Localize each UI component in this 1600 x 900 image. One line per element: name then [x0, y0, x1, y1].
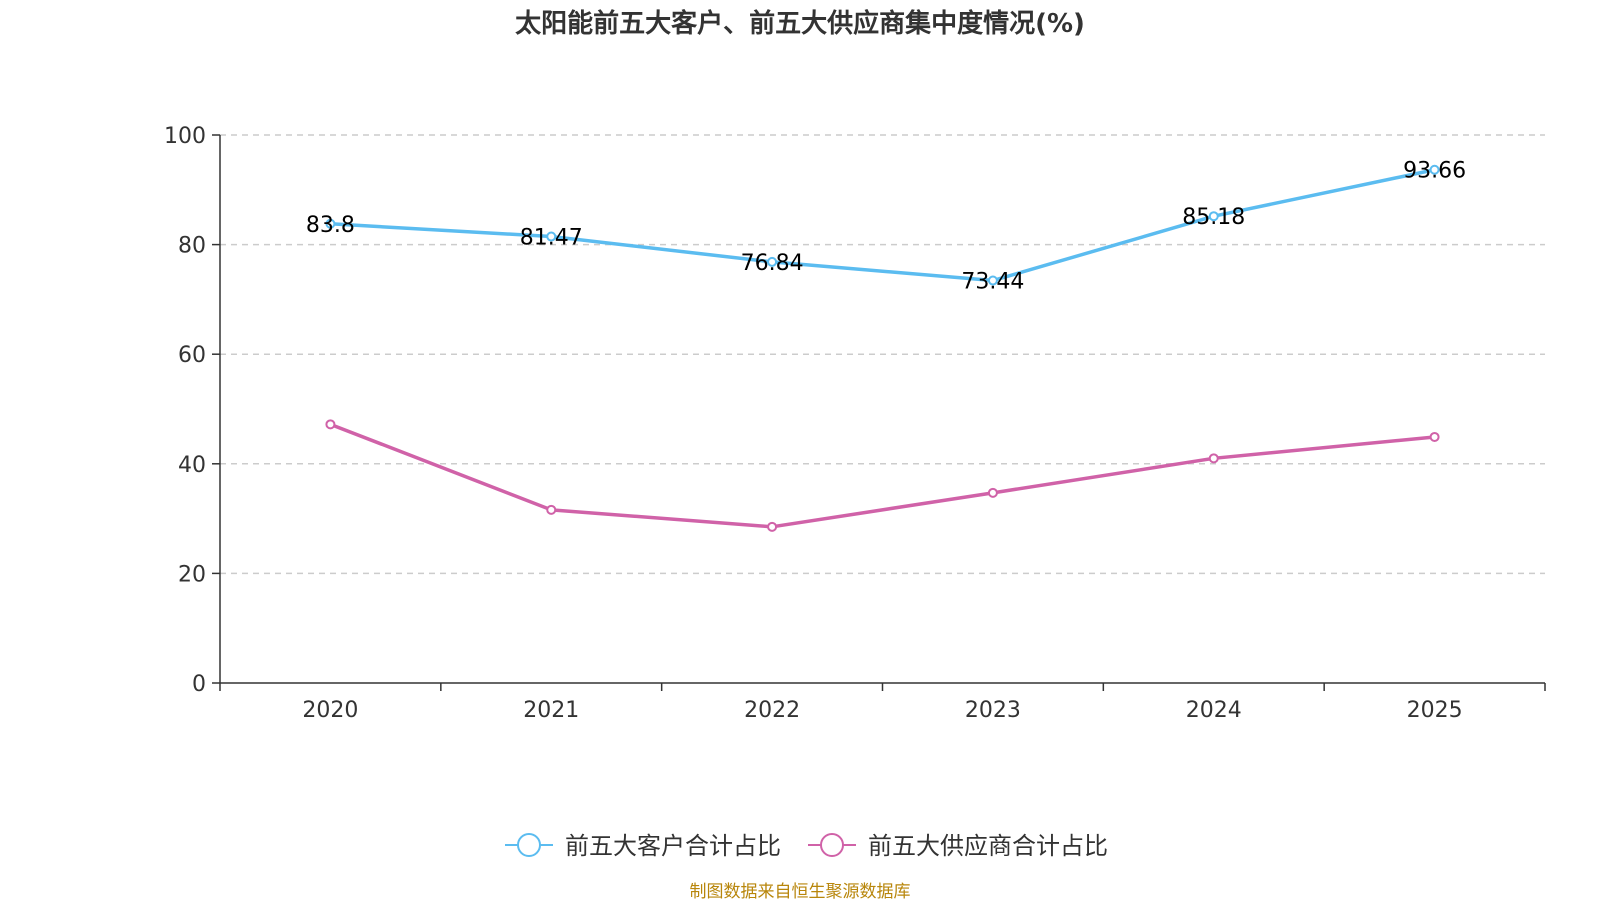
data-point[interactable]: [987, 487, 998, 498]
data-point[interactable]: [1429, 164, 1440, 175]
y-tick-label: 20: [178, 562, 206, 587]
data-label: 81.47: [520, 226, 583, 251]
data-point[interactable]: [987, 275, 998, 286]
legend[interactable]: 前五大客户合计占比 前五大供应商合计占比: [505, 832, 1108, 860]
data-point[interactable]: [546, 504, 557, 515]
data-point[interactable]: [1429, 431, 1440, 442]
data-point[interactable]: [325, 419, 336, 430]
data-point[interactable]: [1208, 211, 1219, 222]
x-tick-label: 2021: [523, 698, 579, 723]
y-tick-label: 60: [178, 343, 206, 368]
source-note: 制图数据来自恒生聚源数据库: [690, 882, 911, 900]
data-label: 76.84: [741, 251, 804, 276]
data-label: 73.44: [961, 270, 1024, 295]
y-tick-label: 0: [192, 672, 206, 697]
data-point[interactable]: [546, 231, 557, 242]
chart-title: 太阳能前五大客户、前五大供应商集中度情况(%): [515, 8, 1085, 39]
grid-lines: [220, 134, 1545, 575]
data-label: 93.66: [1403, 159, 1466, 184]
y-tick-label: 40: [178, 453, 206, 478]
x-tick-label: 2022: [744, 698, 800, 723]
y-tick-label: 100: [164, 124, 206, 149]
data-point[interactable]: [325, 218, 336, 229]
data-point[interactable]: [767, 521, 778, 532]
x-tick-label: 2023: [965, 698, 1021, 723]
data-labels: 83.8 81.47 76.84 73.44 85.18 93.66: [306, 159, 1466, 295]
legend-marker[interactable]: [517, 833, 541, 857]
legend-label[interactable]: 前五大客户合计占比: [565, 832, 781, 860]
series: [325, 164, 1440, 532]
x-tick-label: 2020: [302, 698, 358, 723]
series-line-0: [330, 168, 1435, 283]
data-point[interactable]: [1208, 453, 1219, 464]
legend-marker[interactable]: [820, 833, 844, 857]
x-tick-label: 2024: [1186, 698, 1242, 723]
axes: 0 20 40 60 80 100 2020 2021 2022 2023 2024 2025: [164, 124, 1546, 723]
x-tick-label: 2025: [1407, 698, 1463, 723]
data-point[interactable]: [767, 256, 778, 267]
series-line-1: [329, 422, 1435, 529]
data-label: 85.18: [1182, 205, 1245, 230]
data-label: 83.8: [306, 213, 355, 238]
legend-label[interactable]: 前五大供应商合计占比: [868, 832, 1108, 860]
y-tick-label: 80: [178, 234, 206, 259]
